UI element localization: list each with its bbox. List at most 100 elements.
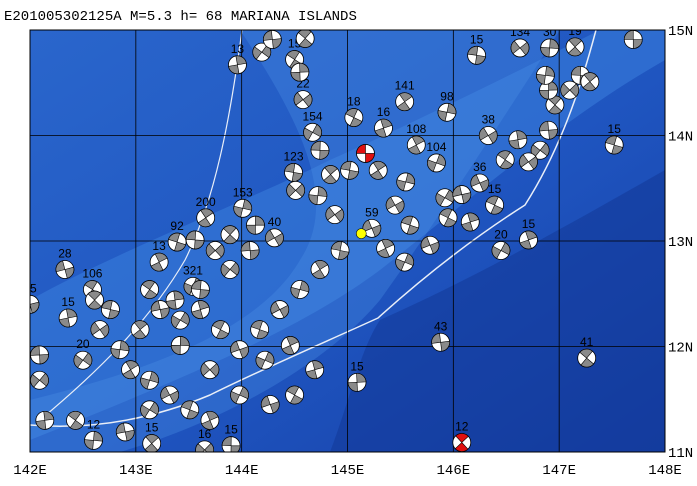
depth-label: 15 <box>522 217 536 231</box>
beachball-lobes <box>407 135 425 155</box>
beachball <box>240 241 260 260</box>
beachball <box>130 320 150 340</box>
depth-label: 16 <box>198 427 212 441</box>
beachball-lobes <box>141 280 158 299</box>
beachball-lobes <box>30 301 40 314</box>
beachball <box>560 80 580 100</box>
beachball <box>200 360 220 380</box>
depth-label: 36 <box>473 160 487 174</box>
beachball-lobes <box>297 30 313 48</box>
depth-label: 16 <box>377 105 391 119</box>
depth-label: 106 <box>82 267 102 281</box>
depth-label: 59 <box>365 205 379 219</box>
beachball-lobes <box>437 103 457 122</box>
beachball <box>196 208 216 228</box>
beachball <box>478 126 498 145</box>
beachball-lobes <box>228 55 247 75</box>
beachball-lobes <box>452 185 472 204</box>
beachball-lobes <box>205 243 225 258</box>
depth-label: 134 <box>510 25 530 39</box>
beachball <box>362 218 382 238</box>
beachball <box>262 30 282 49</box>
beachball-lobes <box>270 301 290 318</box>
beachball-lobes <box>431 333 450 352</box>
depth-label: 20 <box>76 337 90 351</box>
beachball <box>396 172 416 192</box>
beachball-lobes <box>536 66 555 85</box>
beachball-lobes <box>140 401 159 418</box>
beachball-lobes <box>200 362 220 377</box>
beachball-lobes <box>230 386 249 404</box>
ridge-line <box>39 30 243 421</box>
beachball-lobes <box>374 118 393 138</box>
beachball-lobes <box>330 241 350 260</box>
beachball <box>510 38 530 58</box>
beachball <box>58 308 78 328</box>
x-tick-label: 144E <box>225 463 259 479</box>
beachball-lobes <box>101 300 120 319</box>
beachball-lobes <box>110 340 130 359</box>
beachball-lobes <box>345 108 363 127</box>
beachball-lobes <box>140 371 159 390</box>
beachball <box>160 385 180 405</box>
beachball-lobes <box>160 386 179 404</box>
beachball <box>165 290 185 310</box>
beachball <box>293 90 313 110</box>
depth-label: 38 <box>482 113 496 127</box>
beachball <box>284 163 303 182</box>
beachball <box>519 152 538 172</box>
beachball <box>310 260 330 279</box>
beachball-lobes <box>58 308 78 328</box>
beachball <box>290 62 310 82</box>
beachball <box>190 280 210 299</box>
depth-label: 19 <box>568 24 582 38</box>
beachball-lobes <box>170 311 190 329</box>
beachball-lobes <box>260 395 280 414</box>
beachball <box>303 122 322 142</box>
beachball-lobes <box>461 212 480 232</box>
depth-label: 15 <box>488 182 502 196</box>
beachball <box>286 180 306 200</box>
beachball <box>368 160 388 180</box>
beachball-lobes <box>132 320 148 339</box>
depth-label: 153 <box>233 185 253 199</box>
beachball <box>233 198 253 218</box>
depth-label: 200 <box>196 195 216 209</box>
beachball <box>330 241 350 260</box>
beachball-lobes <box>170 336 190 355</box>
beachball <box>84 430 103 450</box>
beachball <box>185 230 205 250</box>
beachball-lobes <box>30 345 49 365</box>
beachball <box>452 433 472 452</box>
beachball-lobes <box>310 140 330 160</box>
beachball-lobes <box>519 154 538 170</box>
grid <box>30 30 665 452</box>
beachball-lobes <box>582 72 598 91</box>
beachball <box>290 280 310 299</box>
depth-label: 43 <box>434 319 448 333</box>
beachball-lobes <box>290 280 310 299</box>
beachball-lobes <box>144 434 159 452</box>
beachball-lobes <box>265 229 284 247</box>
events: 1519301341514198381510810436151520281061… <box>30 24 643 452</box>
beachball <box>400 215 420 235</box>
beachball-lobes <box>401 215 419 235</box>
beachball <box>420 235 440 255</box>
beachball-lobes <box>84 431 103 450</box>
beachball <box>356 144 375 163</box>
beachball-lobes <box>87 290 102 310</box>
beachball-lobes <box>356 144 375 163</box>
beachball <box>467 45 487 65</box>
map-title: E201005302125A M=5.3 h= 68 MARIANA ISLAN… <box>4 9 357 25</box>
beachball-lobes <box>191 300 210 319</box>
beachball-lobes <box>470 174 490 192</box>
beachball <box>452 185 472 204</box>
depth-label: 13 <box>152 239 166 253</box>
beachball-lobes <box>90 321 110 338</box>
beachball-lobes <box>497 150 514 170</box>
beachball <box>220 260 240 279</box>
beachball-lobes <box>467 46 486 65</box>
beachball <box>406 135 426 155</box>
